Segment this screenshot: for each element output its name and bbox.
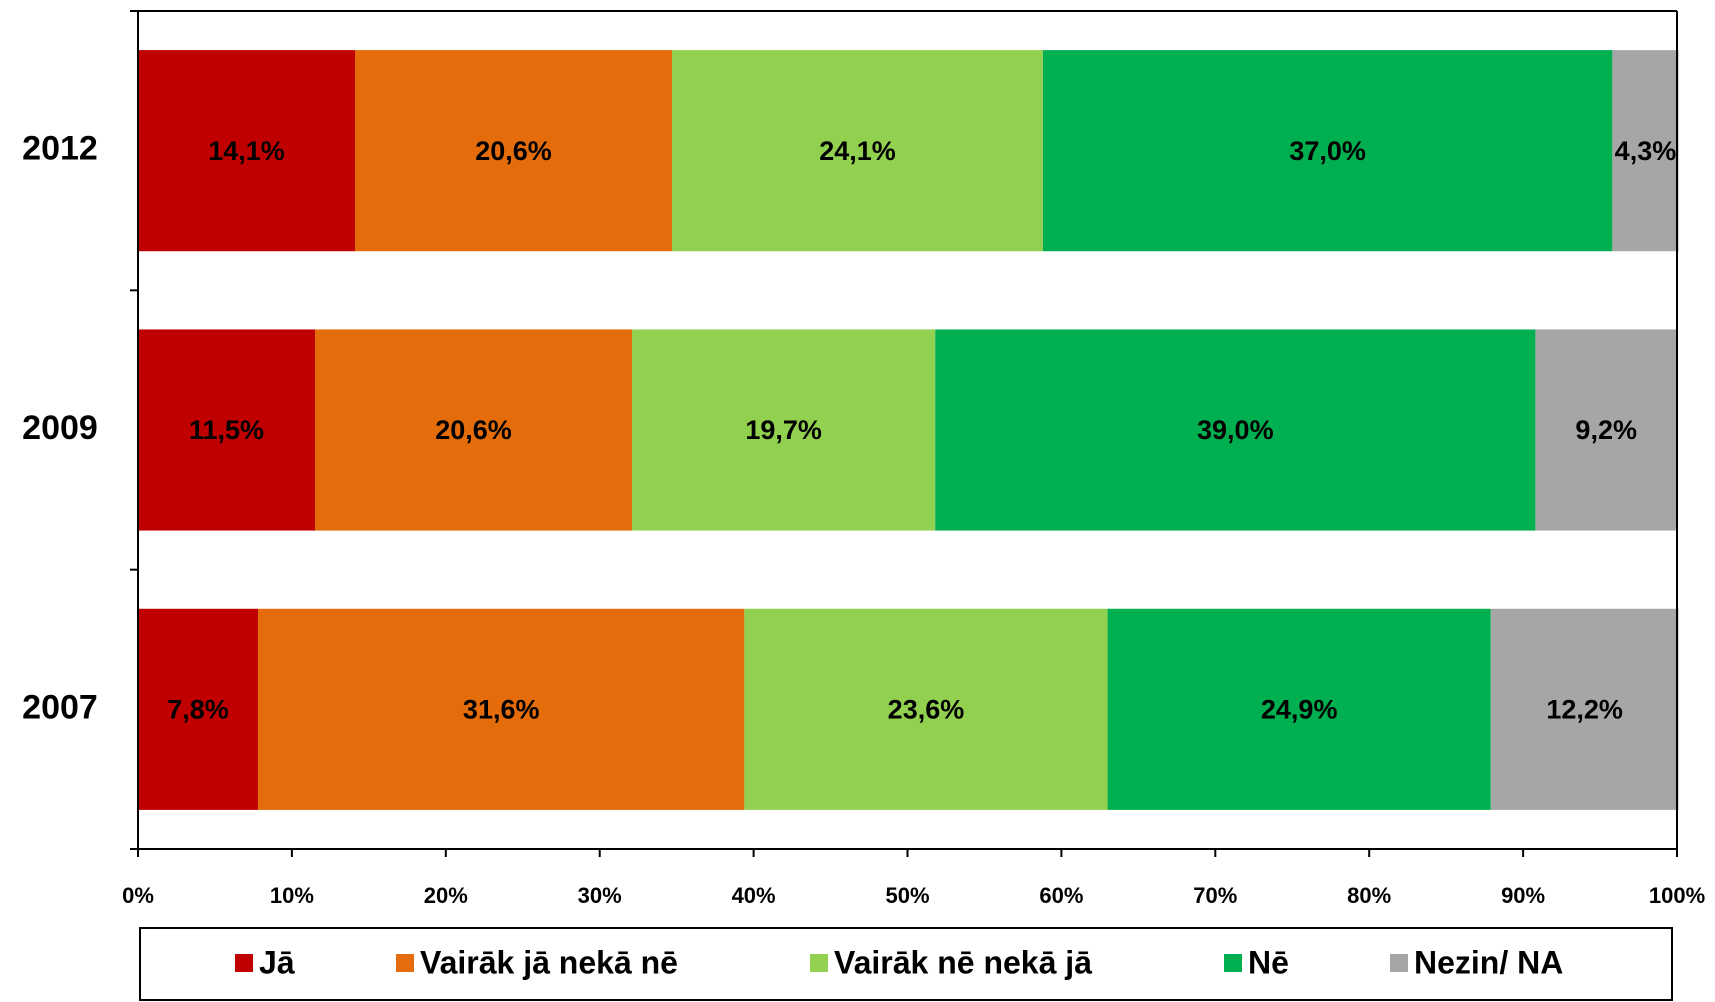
- legend-label: Vairāk nē nekā jā: [834, 944, 1092, 980]
- legend-label: Jā: [259, 944, 295, 980]
- legend-swatch: [1224, 954, 1242, 972]
- bar-segment: [138, 608, 259, 810]
- category-label: 2007: [22, 688, 98, 726]
- x-tick-label: 10%: [270, 883, 314, 908]
- bar-segment: [1535, 329, 1677, 531]
- x-tick-label: 90%: [1501, 883, 1545, 908]
- legend-label: Nē: [1248, 944, 1289, 980]
- data-label: 9,2%: [1575, 415, 1637, 445]
- bar-segment: [935, 329, 1536, 531]
- bar-segment: [632, 329, 936, 531]
- data-label: 12,2%: [1546, 694, 1623, 724]
- bar-segment: [1042, 50, 1613, 252]
- x-tick-label: 100%: [1649, 883, 1705, 908]
- bar-segment: [138, 329, 315, 531]
- data-label: 24,9%: [1261, 694, 1338, 724]
- bar-segment: [1612, 50, 1679, 252]
- legend-swatch: [810, 954, 828, 972]
- data-label: 31,6%: [463, 694, 540, 724]
- legend-label: Vairāk jā nekā nē: [420, 944, 678, 980]
- data-label: 19,7%: [745, 415, 822, 445]
- bar-segment: [354, 50, 673, 252]
- legend-label: Nezin/ NA: [1414, 944, 1563, 980]
- category-label: 2009: [22, 409, 98, 447]
- x-tick-label: 20%: [424, 883, 468, 908]
- data-label: 7,8%: [167, 694, 229, 724]
- bar-segment: [314, 329, 633, 531]
- data-label: 20,6%: [475, 136, 552, 166]
- legend-swatch: [1390, 954, 1408, 972]
- legend-box: [139, 927, 1673, 1001]
- x-tick-label: 80%: [1347, 883, 1391, 908]
- data-label: 4,3%: [1615, 136, 1677, 166]
- x-tick-label: 0%: [122, 883, 154, 908]
- bar-segment: [258, 608, 745, 810]
- x-tick-label: 50%: [885, 883, 929, 908]
- category-label: 2012: [22, 130, 98, 168]
- data-label: 39,0%: [1197, 415, 1274, 445]
- x-tick-label: 70%: [1193, 883, 1237, 908]
- bar-segment: [1490, 608, 1679, 810]
- data-label: 14,1%: [208, 136, 285, 166]
- bar-segment: [138, 50, 355, 252]
- legend-swatch: [396, 954, 414, 972]
- bar-segment: [672, 50, 1043, 252]
- x-tick-label: 40%: [732, 883, 776, 908]
- x-tick-label: 60%: [1039, 883, 1083, 908]
- data-label: 37,0%: [1289, 136, 1366, 166]
- data-label: 20,6%: [435, 415, 512, 445]
- data-label: 11,5%: [189, 415, 264, 445]
- x-tick-label: 30%: [578, 883, 622, 908]
- bar-segment: [744, 608, 1108, 810]
- legend-swatch: [235, 954, 253, 972]
- data-label: 23,6%: [888, 694, 965, 724]
- data-label: 24,1%: [819, 136, 896, 166]
- bar-segment: [1107, 608, 1491, 810]
